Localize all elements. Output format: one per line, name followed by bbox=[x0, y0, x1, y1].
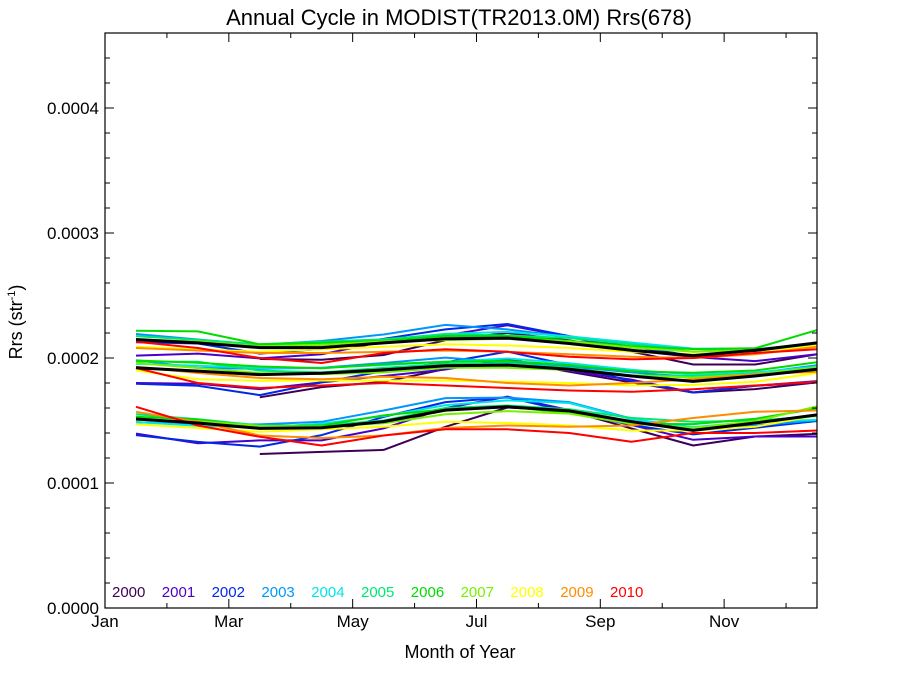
series-line-2004-0 bbox=[135, 357, 818, 376]
y-axis-label: Rrs (str-1) bbox=[6, 285, 26, 360]
year-legend: 2000 2001 2002 2003 2004 2005 2006 2007 2008 2009… bbox=[112, 584, 643, 601]
x-tick-label: Jan bbox=[91, 612, 118, 631]
legend-entry-2008: 2008 bbox=[510, 584, 543, 601]
y-tick-label: 0.0003 bbox=[47, 224, 99, 243]
x-tick-label: Nov bbox=[709, 612, 740, 631]
legend-entry-2007: 2007 bbox=[461, 584, 494, 601]
y-axis-label-text: Rrs (str bbox=[6, 300, 26, 359]
legend-entry-2003: 2003 bbox=[261, 584, 294, 601]
x-tick-label: Sep bbox=[585, 612, 615, 631]
legend-entry-2009: 2009 bbox=[560, 584, 593, 601]
legend-entry-2004: 2004 bbox=[311, 584, 344, 601]
series-line-2009-0 bbox=[135, 365, 818, 387]
y-axis-ticks: 0.0000 0.0001 0.0002 0.0003 0.0004 bbox=[47, 57, 817, 618]
y-tick-label: 0.0001 bbox=[47, 474, 99, 493]
y-tick-label: 0.0000 bbox=[47, 599, 99, 618]
legend-entry-2006: 2006 bbox=[411, 584, 444, 601]
legend-entry-2000: 2000 bbox=[112, 584, 145, 601]
legend-entry-2001: 2001 bbox=[162, 584, 195, 601]
mean-line-2 bbox=[135, 336, 818, 358]
x-axis-ticks: Jan Mar May Jul Sep Nov bbox=[91, 33, 787, 631]
series-line-2002-0 bbox=[135, 350, 818, 397]
x-axis-label: Month of Year bbox=[404, 642, 515, 662]
x-tick-label: May bbox=[337, 612, 370, 631]
series-line-2007-0 bbox=[135, 362, 818, 379]
x-tick-label: Mar bbox=[214, 612, 244, 631]
chart-title: Annual Cycle in MODIST(TR2013.0M) Rrs(67… bbox=[226, 5, 692, 30]
series-line-2005-0 bbox=[135, 360, 818, 377]
series-line-2006-2 bbox=[135, 329, 818, 350]
series-line-2010-0 bbox=[135, 367, 818, 393]
legend-entry-2002: 2002 bbox=[212, 584, 245, 601]
x-tick-label: Jul bbox=[466, 612, 488, 631]
series-line-2006-0 bbox=[135, 359, 818, 374]
y-tick-label: 0.0004 bbox=[47, 99, 99, 118]
plot-lines bbox=[135, 323, 818, 455]
series-line-2010-2 bbox=[135, 340, 818, 364]
legend-entry-2010: 2010 bbox=[610, 584, 643, 601]
series-line-2010-1 bbox=[135, 405, 818, 447]
mean-line-1 bbox=[135, 405, 818, 432]
series-line-2009-1 bbox=[135, 409, 818, 439]
legend-entry-2005: 2005 bbox=[361, 584, 394, 601]
y-axis-label-exponent: -1 bbox=[6, 291, 18, 301]
mean-line-0 bbox=[135, 363, 818, 383]
plot-frame bbox=[104, 32, 818, 609]
y-axis-label-end: ) bbox=[6, 285, 26, 291]
y-tick-label: 0.0002 bbox=[47, 349, 99, 368]
series-line-2007-1 bbox=[135, 405, 818, 429]
